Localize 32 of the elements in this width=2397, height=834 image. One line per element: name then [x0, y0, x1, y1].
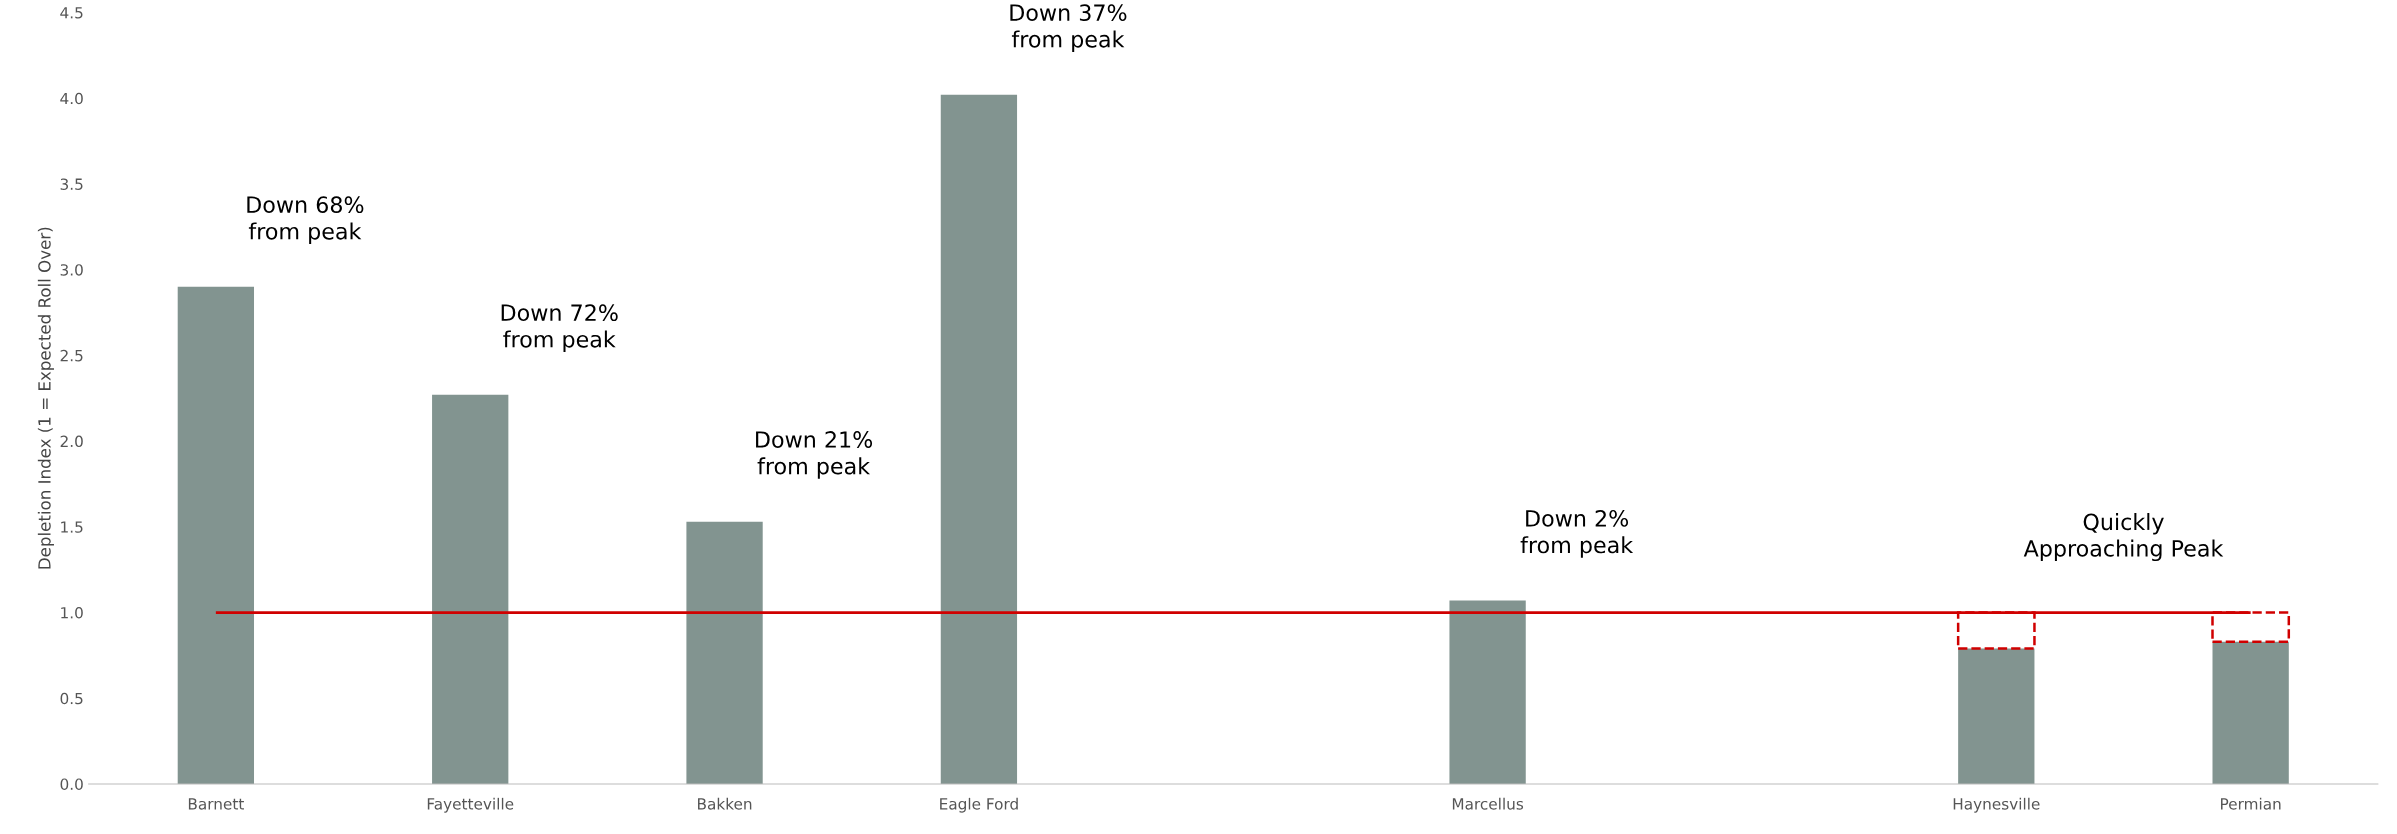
- annotation: Down 72% from peak: [501, 304, 618, 352]
- y-tick-label: 3.0: [60, 264, 83, 276]
- annotation: Quickly Approaching Peak: [2023, 513, 2224, 562]
- y-tick-label: 4.0: [60, 92, 83, 105]
- y-tick-label: 4.5: [60, 7, 83, 19]
- y-tick-label: 0.5: [60, 692, 83, 705]
- y-tick-label: 1.0: [61, 606, 83, 619]
- y-tick-label: 2.5: [60, 349, 83, 362]
- x-tick-label: Marcellus: [1452, 797, 1524, 810]
- annotation: Down 68% from peak: [247, 196, 364, 244]
- y-axis-title: Depletion Index (1 = Expected Roll Over): [37, 227, 54, 569]
- bar: [2211, 611, 2291, 643]
- x-tick-label: Haynesville: [1953, 797, 2040, 813]
- bar: [2212, 641, 2289, 784]
- x-tick-label: Fayetteville: [427, 797, 514, 813]
- bar: [940, 94, 1018, 784]
- x-tick-label: Barnett: [188, 798, 244, 810]
- x-tick-label: Permian: [2221, 797, 2281, 810]
- annotation: Down 21% from peak: [756, 431, 873, 479]
- annotation: Down 2% from peak: [1520, 509, 1634, 558]
- bar: [1449, 600, 1526, 784]
- y-tick-label: 1.5: [61, 521, 83, 533]
- y-tick-label: 3.5: [60, 178, 83, 190]
- y-tick-label: 2.0: [60, 435, 83, 448]
- annotation: Down 37% from peak: [1010, 4, 1127, 52]
- y-tick-label: 0.0: [60, 778, 83, 790]
- bar: [1958, 648, 2035, 784]
- bar: [686, 521, 763, 784]
- bar: [432, 394, 509, 784]
- x-tick-label: Eagle Ford: [940, 797, 1018, 813]
- bar: [177, 286, 255, 784]
- x-tick-label: Bakken: [698, 797, 752, 810]
